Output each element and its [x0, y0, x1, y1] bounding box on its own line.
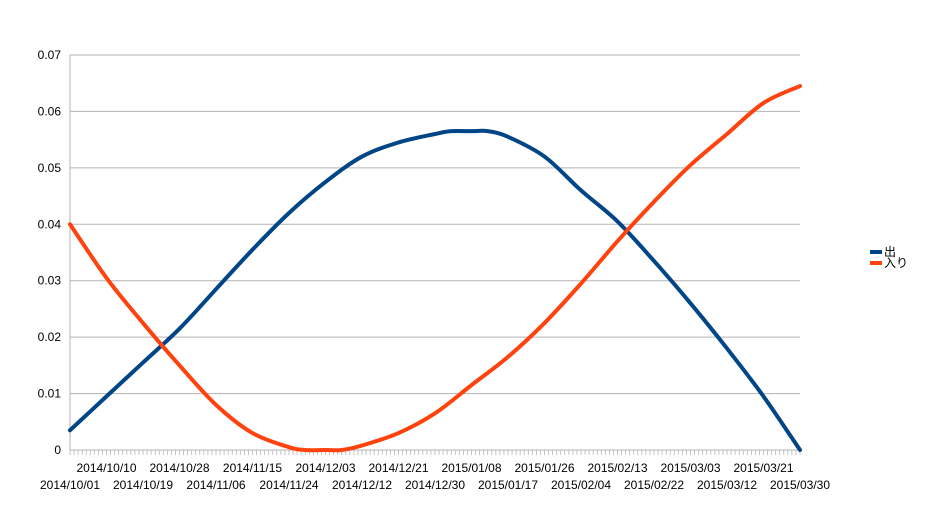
y-tick-label: 0.01 [38, 387, 62, 401]
x-tick-label: 2014/10/10 [76, 461, 136, 475]
x-tick-label: 2015/03/03 [660, 461, 720, 475]
x-tick-label: 2014/11/15 [223, 461, 282, 475]
x-axis-tick-labels: 2014/10/10 2014/10/28 2014/11/15 2014/12/03… [40, 461, 830, 492]
y-axis-tick-labels: 0 0.01 0.02 0.03 0.04 0.05 0.06 0.07 [38, 48, 62, 457]
x-tick-label: 2015/01/08 [441, 461, 501, 475]
x-tick-label: 2014/12/03 [295, 461, 355, 475]
x-tick-label: 2014/11/24 [259, 478, 318, 492]
x-tick-label: 2015/01/17 [478, 478, 538, 492]
series-lines [68, 84, 802, 453]
x-tick-label: 2015/03/21 [733, 461, 793, 475]
y-tick-label: 0.06 [38, 104, 62, 118]
gridlines [70, 54, 800, 395]
y-tick-label: 0.04 [38, 217, 62, 231]
x-tick-label: 2014/12/21 [368, 461, 428, 475]
x-tick-label: 2014/12/30 [405, 478, 465, 492]
y-tick-label: 0.05 [38, 161, 62, 175]
x-tick-label: 2015/02/04 [551, 478, 611, 492]
x-tick-label: 2014/11/06 [186, 478, 245, 492]
x-tick-label: 2014/10/19 [113, 478, 173, 492]
x-tick-label: 2015/02/13 [587, 461, 647, 475]
x-tick-label: 2015/03/30 [770, 478, 830, 492]
x-tick-label: 2014/10/28 [149, 461, 209, 475]
y-tick-label: 0 [54, 443, 61, 457]
legend-label: 出 [884, 245, 896, 259]
legend: 出入り [870, 245, 908, 270]
x-tick-label: 2014/12/12 [332, 478, 392, 492]
series-line-2 [68, 84, 802, 453]
legend-label: 入り [884, 256, 908, 270]
series-line-1 [68, 128, 802, 452]
axes [69, 55, 801, 455]
x-tick-label: 2015/01/26 [514, 461, 574, 475]
x-tick-label: 2014/10/01 [40, 478, 100, 492]
y-tick-label: 0.03 [38, 274, 62, 288]
y-tick-label: 0.02 [38, 330, 62, 344]
x-tick-label: 2015/03/12 [697, 478, 757, 492]
x-tick-label: 2015/02/22 [624, 478, 684, 492]
y-tick-label: 0.07 [38, 48, 62, 62]
